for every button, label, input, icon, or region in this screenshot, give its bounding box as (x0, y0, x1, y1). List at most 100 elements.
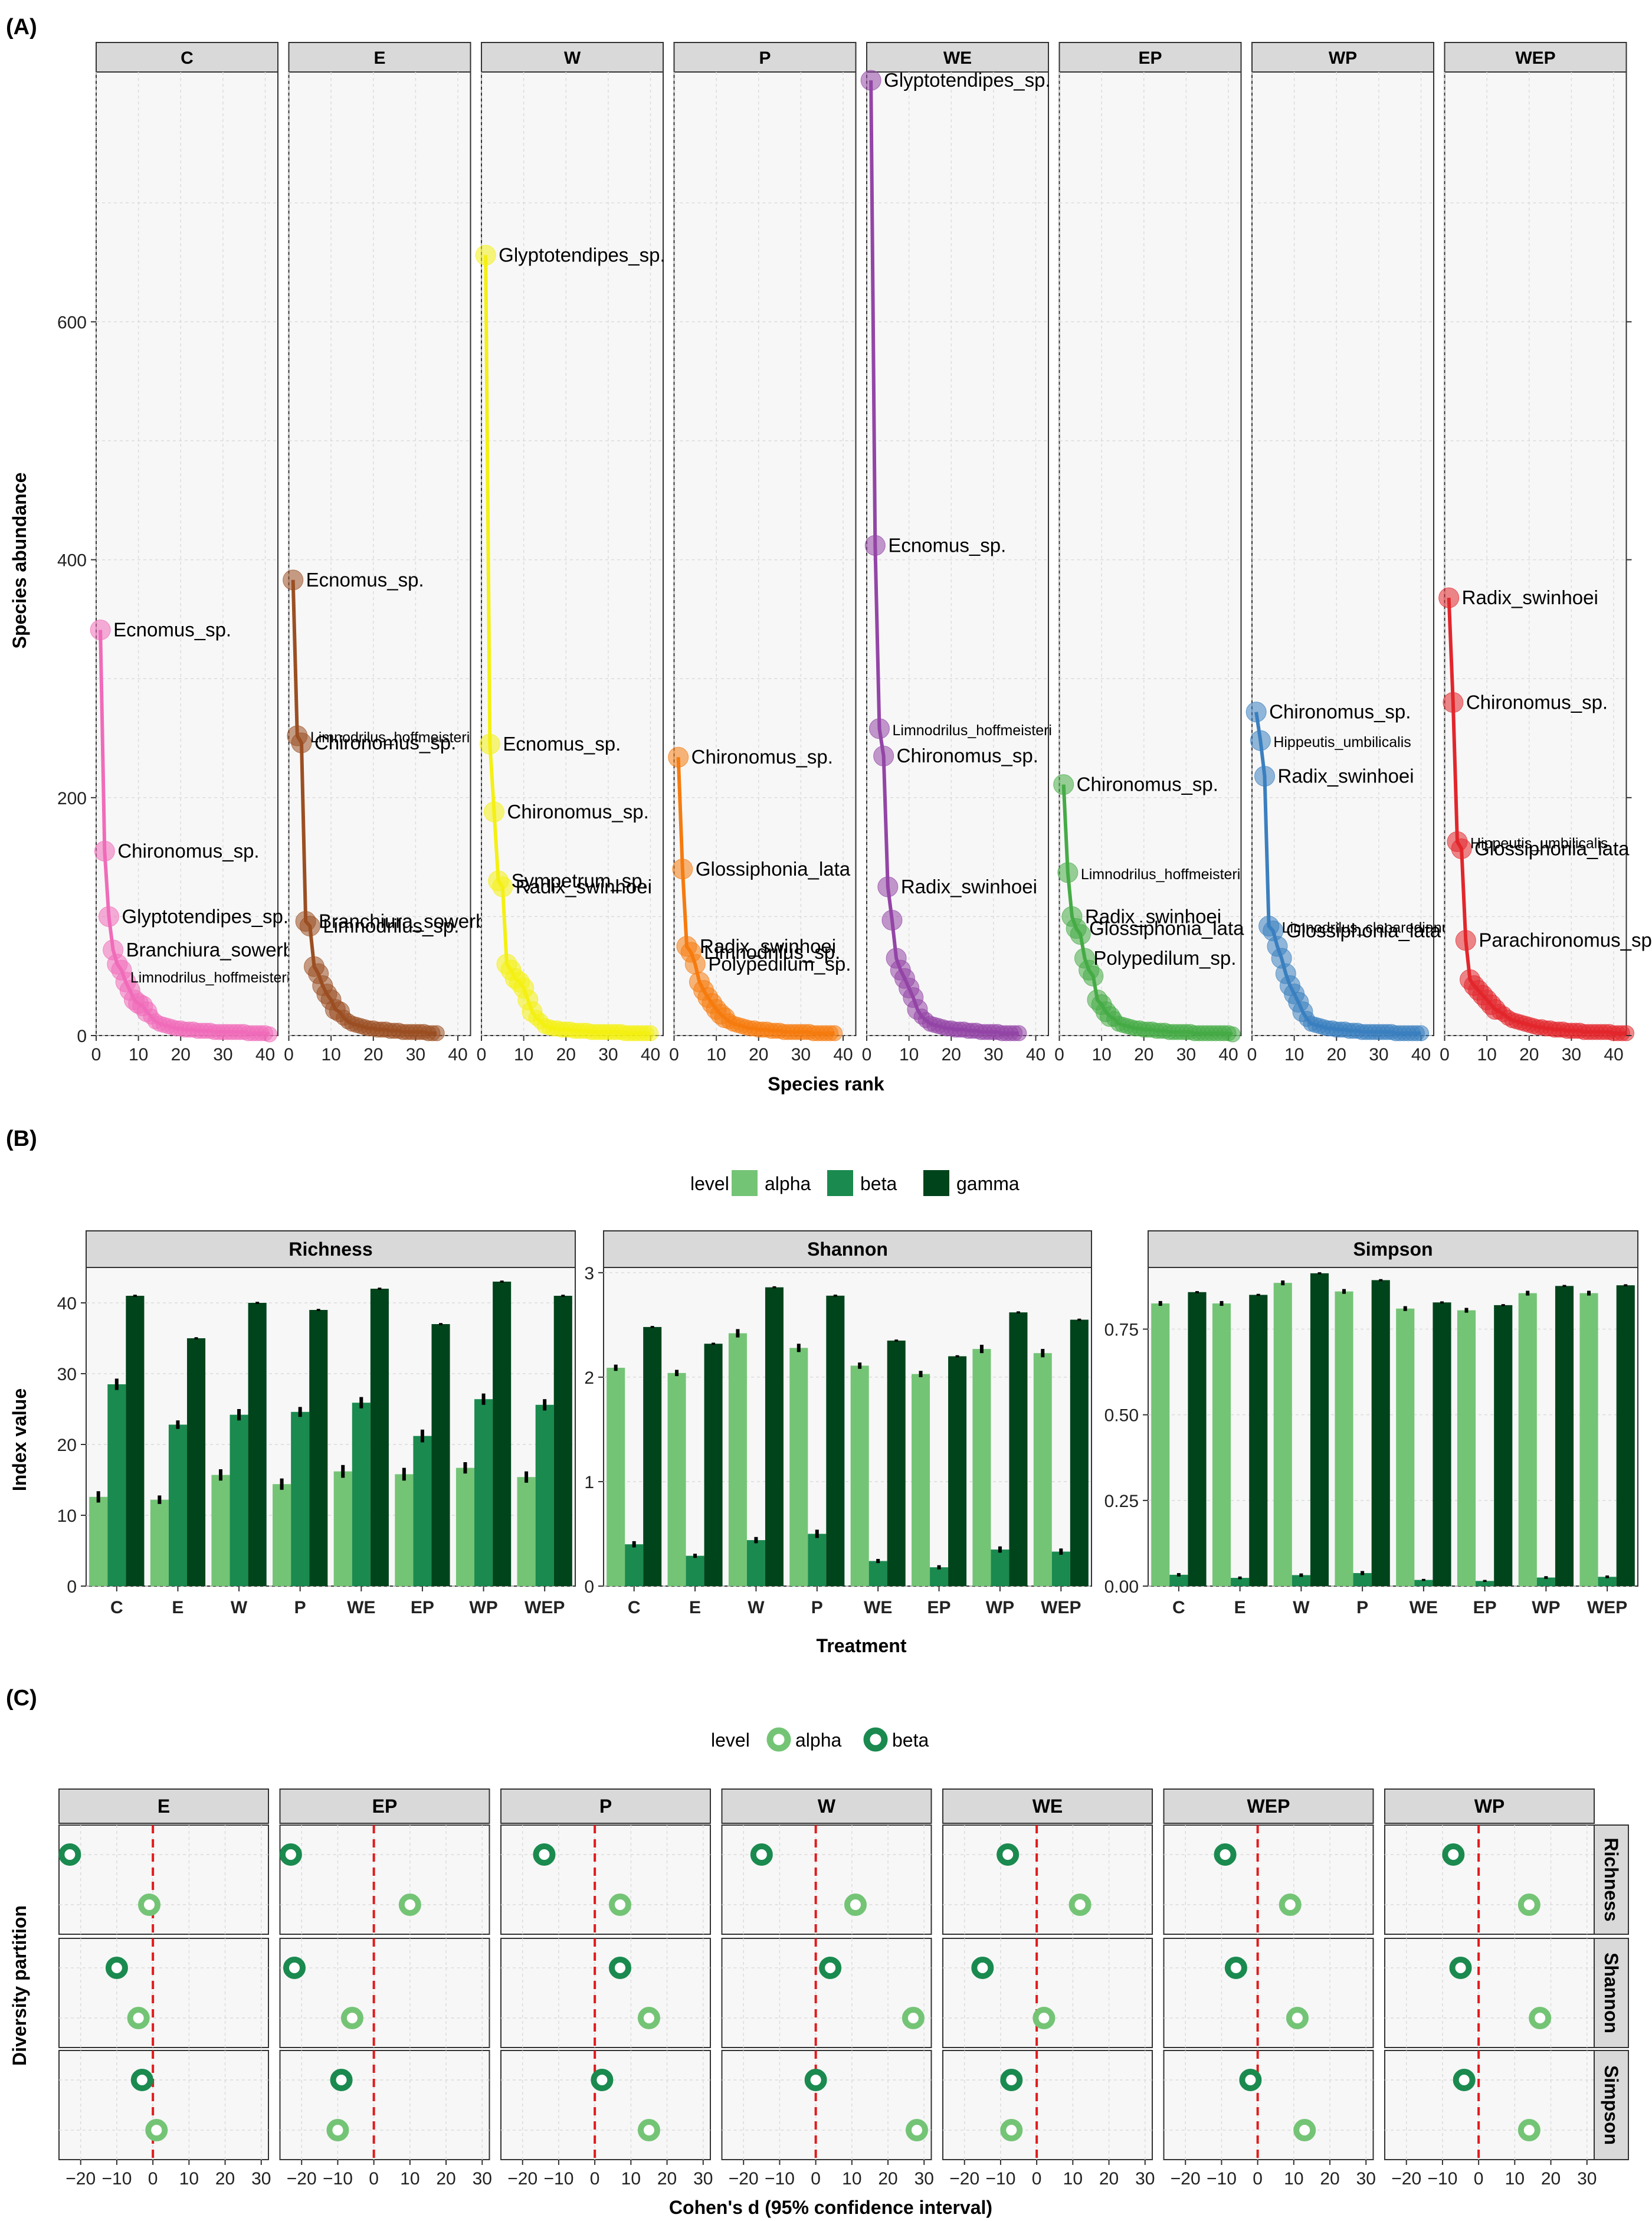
species-label: Branchiura_sowerbyi (126, 939, 308, 961)
x-tick-label: 30 (1135, 2169, 1155, 2189)
point-beta-P-Richness (533, 1843, 556, 1866)
panel-label-b: (B) (6, 1126, 37, 1151)
x-tick-label: 0 (148, 2169, 158, 2189)
x-tick-label: E (172, 1598, 183, 1617)
bar-gamma-WP (493, 1282, 512, 1586)
panel-label-c: (C) (6, 1686, 37, 1711)
legend-label-beta: beta (860, 1173, 897, 1194)
species-label: Limnodrilus_hoffmeisteri (130, 969, 290, 986)
facet-panel-W (481, 71, 664, 1036)
point-beta-WEP-Simpson (1239, 2068, 1262, 2091)
point-beta-E-Richness (58, 1843, 81, 1866)
abundance-point (877, 876, 899, 897)
x-tick-label: 10 (179, 2169, 199, 2189)
bar-beta-EP (930, 1567, 949, 1586)
bar-alpha-WP (455, 1467, 475, 1586)
x-tick-label: 40 (1411, 1045, 1431, 1064)
species-label: Polypedilum_sp. (1093, 947, 1236, 969)
x-tick-label: 10 (899, 1045, 919, 1064)
x-tick-label: WE (864, 1598, 892, 1617)
point-beta-EP-Simpson (330, 2068, 353, 2091)
facet-strip-label-WP: WP (1329, 48, 1357, 68)
abundance-point (90, 620, 111, 641)
point-alpha-W-Shannon (902, 2007, 925, 2030)
species-label: Ecnomus_sp. (503, 733, 621, 755)
facet-panel (58, 1938, 269, 2048)
facet-panel (1163, 1824, 1374, 1935)
bar-alpha-P (273, 1484, 291, 1586)
abundance-point (428, 1025, 445, 1041)
x-tick-label: 40 (1218, 1045, 1238, 1064)
x-tick-label: 10 (321, 1045, 340, 1064)
facet-strip-Shannon (603, 1230, 1092, 1268)
row-strip-label-Simpson: Simpson (1601, 2065, 1622, 2145)
x-tick-label: 0 (811, 2169, 821, 2189)
species-label: Limnodrilus_sp. (704, 941, 840, 963)
x-tick-label: 20 (657, 2169, 677, 2189)
facet-strip-WP (1251, 42, 1434, 73)
facet-strip-label-Shannon: Shannon (807, 1239, 888, 1260)
abundance-point (873, 745, 894, 766)
x-tick-label: 0 (91, 1045, 101, 1064)
species-label: Glossiphonia_lata (1089, 918, 1244, 939)
bar-beta-C (625, 1544, 644, 1586)
bar-alpha-EP (912, 1374, 930, 1586)
point-beta-WE-Shannon (971, 1956, 994, 1979)
x-tick-label: 10 (842, 2169, 861, 2189)
panel-b-x-axis-title: Treatment (817, 1635, 907, 1656)
facet-panel (1163, 2050, 1374, 2160)
facet-strip-label-WE: WE (943, 48, 972, 68)
point-alpha-EP-Simpson (326, 2119, 349, 2142)
facet-strip-label-EP: EP (372, 1796, 398, 1817)
bar-gamma-E (1249, 1295, 1268, 1586)
row-strip-Richness (1594, 1824, 1629, 1935)
abundance-point (1250, 730, 1271, 751)
species-label: Chironomus_sp. (1466, 692, 1608, 713)
species-label: Ecnomus_sp. (888, 534, 1006, 556)
point-alpha-WE-Richness (1068, 1894, 1092, 1917)
bar-alpha-WEP (517, 1477, 536, 1586)
x-tick-label: E (689, 1598, 701, 1617)
y-tick-label: 0 (77, 1027, 87, 1046)
abundance-point (827, 1025, 843, 1041)
bar-alpha-WP (1518, 1293, 1537, 1586)
facet-strip-E (288, 42, 471, 73)
x-tick-label: −20 (949, 2169, 979, 2189)
bar-alpha-WE (850, 1365, 869, 1586)
bar-beta-E (686, 1555, 704, 1586)
y-tick-label: 0.50 (1104, 1406, 1139, 1426)
point-alpha-WEP-Richness (1279, 1894, 1302, 1917)
bar-gamma-E (186, 1338, 206, 1586)
y-tick-label: 200 (57, 789, 87, 808)
species-label: Limnodrilus_sp. (323, 915, 459, 937)
species-label: Hippeutis_umbilicalis (1273, 734, 1411, 751)
x-tick-label: WP (986, 1598, 1014, 1617)
facet-strip-W (481, 42, 664, 73)
species-label: Glyptotendipes_sp. (499, 244, 666, 266)
facet-panel-EP (1058, 71, 1242, 1036)
row-strip-label-Shannon: Shannon (1601, 1953, 1622, 2033)
legend-title: level (690, 1173, 729, 1194)
bar-gamma-WP (1555, 1286, 1574, 1586)
species-label: Radix_swinhoei (1462, 587, 1598, 608)
facet-panel (500, 2050, 711, 2160)
bar-beta-EP (1476, 1581, 1494, 1586)
x-tick-label: C (628, 1598, 641, 1617)
point-beta-E-Shannon (105, 1956, 128, 1979)
x-tick-label: 20 (1541, 2169, 1561, 2189)
facet-strip-label-WEP: WEP (1515, 48, 1555, 68)
facet-strip-label-P: P (599, 1796, 612, 1817)
x-tick-label: P (294, 1598, 306, 1617)
facet-strip-label-Richness: Richness (289, 1239, 372, 1260)
species-label: Glyptotendipes_sp. (884, 69, 1051, 91)
facet-panel (721, 1824, 932, 1935)
bar-beta-WE (868, 1561, 887, 1586)
facet-panel (1384, 2050, 1595, 2160)
bar-alpha-E (1212, 1303, 1231, 1586)
abundance-point (1254, 766, 1275, 787)
x-tick-label: 30 (1577, 2169, 1597, 2189)
abundance-point (864, 535, 886, 556)
species-label: Limnodrilus_hoffmeisteri (310, 729, 470, 746)
x-tick-label: 10 (1092, 1045, 1111, 1064)
